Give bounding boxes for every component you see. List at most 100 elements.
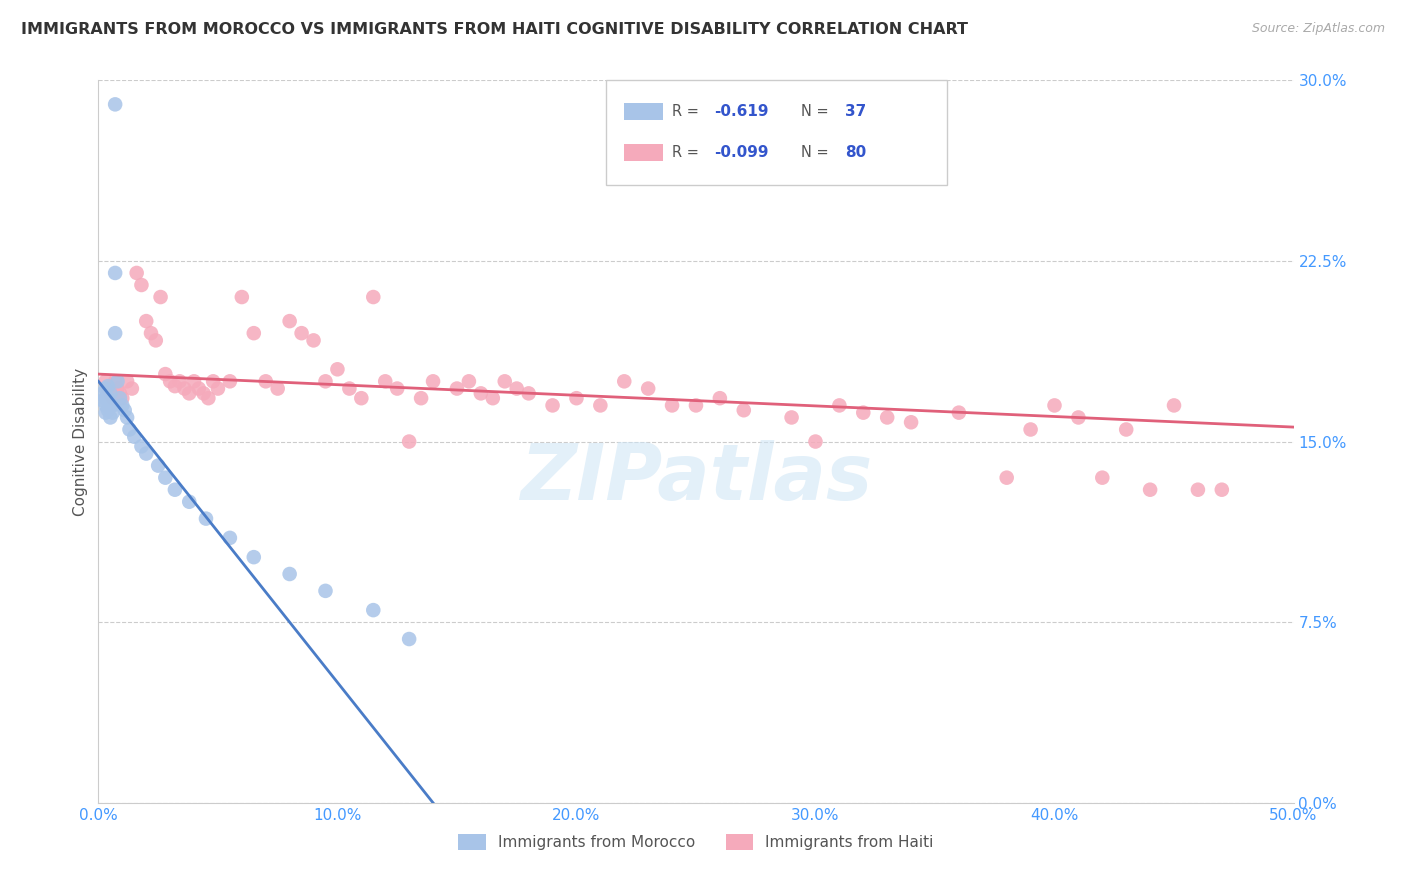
Point (139, 326, 162, 340)
Point (101, 398, 124, 412)
Point (565, 391, 588, 405)
Y-axis label: Cognitive Disability: Cognitive Disability (73, 368, 89, 516)
Point (98, 386, 122, 401)
Point (91, 386, 114, 401)
Point (411, 391, 433, 405)
Point (506, 382, 529, 396)
FancyBboxPatch shape (624, 144, 662, 161)
Point (219, 531, 242, 545)
Point (1091, 470, 1114, 484)
Point (131, 439, 153, 453)
Point (193, 386, 215, 401)
Point (231, 290, 253, 304)
Point (108, 386, 131, 401)
Point (173, 382, 195, 396)
Point (398, 632, 420, 646)
Point (278, 567, 301, 582)
Point (104, 326, 127, 340)
Point (243, 550, 266, 565)
Point (97, 403, 120, 417)
Point (385, 382, 409, 396)
Point (94, 374, 117, 388)
Point (104, 374, 127, 388)
Point (709, 391, 731, 405)
Legend: Immigrants from Morocco, Immigrants from Haiti: Immigrants from Morocco, Immigrants from… (453, 829, 939, 856)
Point (852, 406, 875, 420)
Point (207, 382, 229, 396)
Point (685, 398, 707, 412)
Point (187, 382, 209, 396)
Text: N =: N = (801, 103, 834, 119)
Point (326, 362, 349, 376)
Point (107, 382, 129, 396)
Point (458, 374, 481, 388)
Point (446, 382, 468, 396)
Point (97, 391, 120, 405)
Point (97, 382, 120, 396)
Point (363, 290, 385, 304)
Point (135, 314, 157, 328)
Point (517, 386, 540, 401)
Point (94, 391, 117, 405)
Point (101, 391, 124, 405)
Point (114, 403, 136, 417)
Point (135, 446, 157, 460)
Point (145, 334, 167, 348)
Point (948, 406, 970, 420)
Point (613, 374, 636, 388)
Point (363, 603, 385, 617)
Point (202, 374, 225, 388)
Point (111, 391, 134, 405)
Point (197, 391, 219, 405)
Point (121, 382, 143, 396)
Point (104, 97, 127, 112)
Point (1067, 410, 1090, 425)
Point (94, 398, 117, 412)
Point (169, 374, 191, 388)
Point (125, 266, 148, 280)
Text: 37: 37 (845, 103, 866, 119)
Point (111, 398, 134, 412)
Point (422, 374, 444, 388)
Point (124, 430, 146, 444)
Text: Source: ZipAtlas.com: Source: ZipAtlas.com (1251, 22, 1385, 36)
Point (589, 398, 612, 412)
Point (148, 458, 170, 473)
Point (179, 386, 201, 401)
Point (291, 326, 314, 340)
Point (115, 410, 138, 425)
Point (995, 470, 1018, 484)
Point (828, 398, 851, 412)
Point (339, 382, 361, 396)
Point (756, 169, 779, 184)
Point (1043, 398, 1066, 412)
Point (179, 494, 201, 508)
Point (481, 391, 505, 405)
Point (374, 374, 396, 388)
Point (350, 391, 373, 405)
Point (107, 374, 129, 388)
Text: -0.619: -0.619 (714, 103, 769, 119)
Point (163, 483, 186, 497)
Point (91, 393, 114, 408)
Text: 80: 80 (845, 145, 866, 160)
FancyBboxPatch shape (624, 103, 662, 120)
Point (155, 470, 177, 484)
Point (1163, 398, 1185, 412)
Point (94, 406, 117, 420)
Point (108, 391, 131, 405)
Point (97, 379, 120, 393)
Point (98, 410, 122, 425)
Point (661, 398, 683, 412)
Point (804, 434, 827, 449)
Point (733, 403, 755, 417)
Point (115, 374, 138, 388)
Text: ZIPatlas: ZIPatlas (520, 440, 872, 516)
Point (1211, 483, 1233, 497)
Point (118, 422, 141, 436)
Point (254, 374, 277, 388)
Point (278, 314, 301, 328)
Text: IMMIGRANTS FROM MOROCCO VS IMMIGRANTS FROM HAITI COGNITIVE DISABILITY CORRELATIO: IMMIGRANTS FROM MOROCCO VS IMMIGRANTS FR… (21, 22, 969, 37)
Point (1139, 483, 1161, 497)
Point (131, 277, 153, 292)
